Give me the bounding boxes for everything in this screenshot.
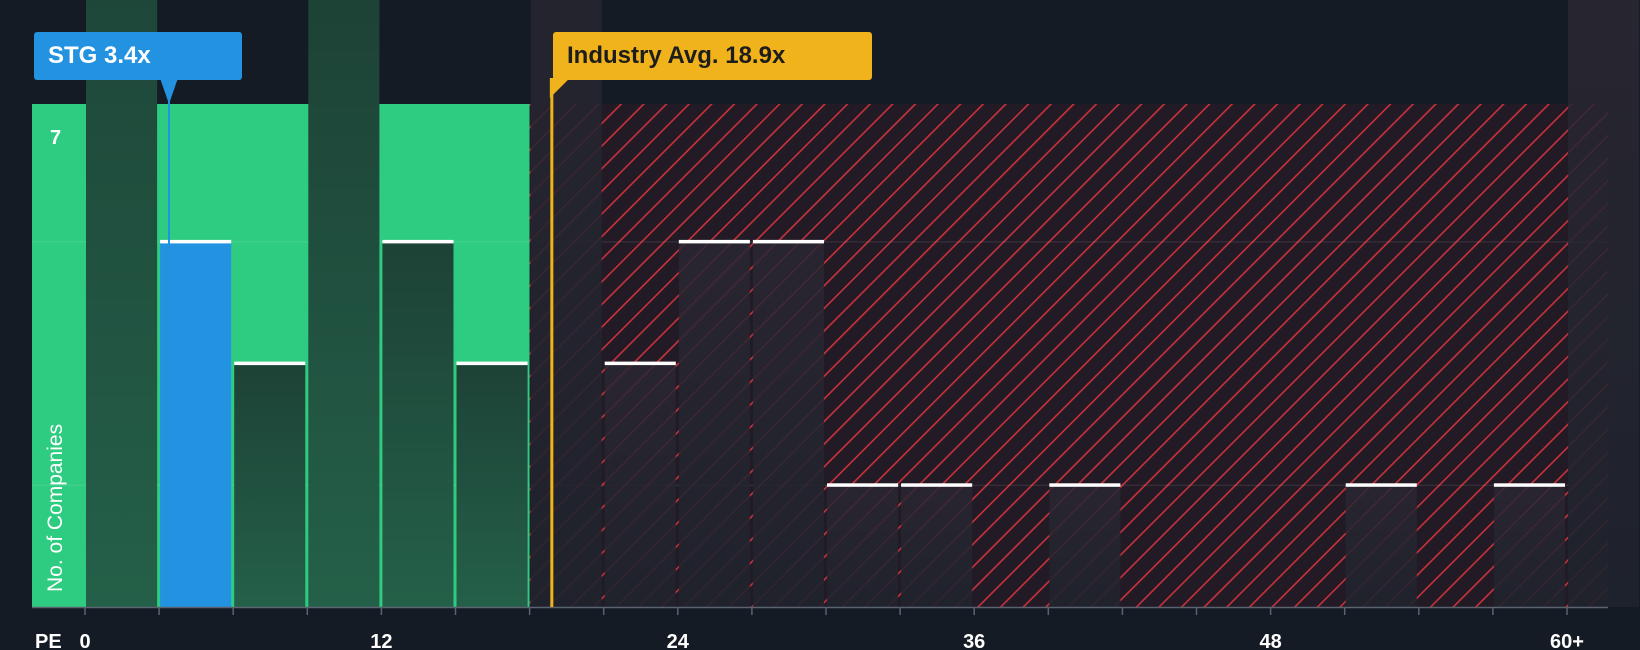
bar-cap [456, 361, 528, 366]
bar-cap [901, 483, 973, 487]
bar-cap [382, 239, 454, 244]
bar-cap [1049, 483, 1121, 487]
x-tick-label: 48 [1259, 631, 1281, 650]
x-axis: 0 12 24 36 48 60+ [32, 606, 1608, 650]
industry-avg-callout: Industry Avg. 18.9x [553, 32, 872, 80]
bar-cap [160, 239, 232, 244]
histogram-bar [604, 363, 676, 607]
histogram-bar [752, 241, 824, 607]
company-bin-bar [160, 241, 232, 607]
x-tick-label: 36 [963, 631, 985, 650]
x-tick-label: 0 [79, 631, 90, 650]
x-axis-label: PE [35, 631, 62, 650]
bar-cap [827, 483, 899, 487]
bar-cap [1345, 483, 1417, 487]
histogram-bar [308, 0, 380, 607]
histogram-bar [901, 485, 973, 607]
histogram-bar [86, 0, 158, 608]
company-callout-pointer [159, 78, 178, 104]
histogram-bar [827, 485, 899, 607]
x-tick-label: 60+ [1550, 631, 1584, 650]
company-pe-callout: STG 3.4x [34, 32, 242, 80]
histogram-bar [456, 363, 528, 607]
histogram-bar [1568, 0, 1640, 607]
histogram-bar [234, 363, 306, 607]
bar-cap [1493, 483, 1565, 487]
histogram-bar [1345, 485, 1417, 607]
histogram-bar [1493, 485, 1565, 607]
histogram-bar [1049, 485, 1121, 607]
x-tick-label: 12 [370, 631, 392, 650]
bar-cap [678, 239, 750, 244]
industry-callout-pointer [549, 78, 570, 98]
histogram-bar [678, 241, 750, 607]
histogram-bar [530, 0, 602, 608]
y-axis-label: No. of Companies [44, 424, 67, 592]
bars [86, 0, 1640, 608]
histogram-bar [382, 241, 454, 607]
bar-cap [234, 361, 306, 366]
y-tick-label: 7 [50, 127, 61, 149]
x-tick-label: 24 [667, 631, 690, 650]
bar-cap [604, 361, 676, 366]
bar-cap [752, 239, 824, 244]
